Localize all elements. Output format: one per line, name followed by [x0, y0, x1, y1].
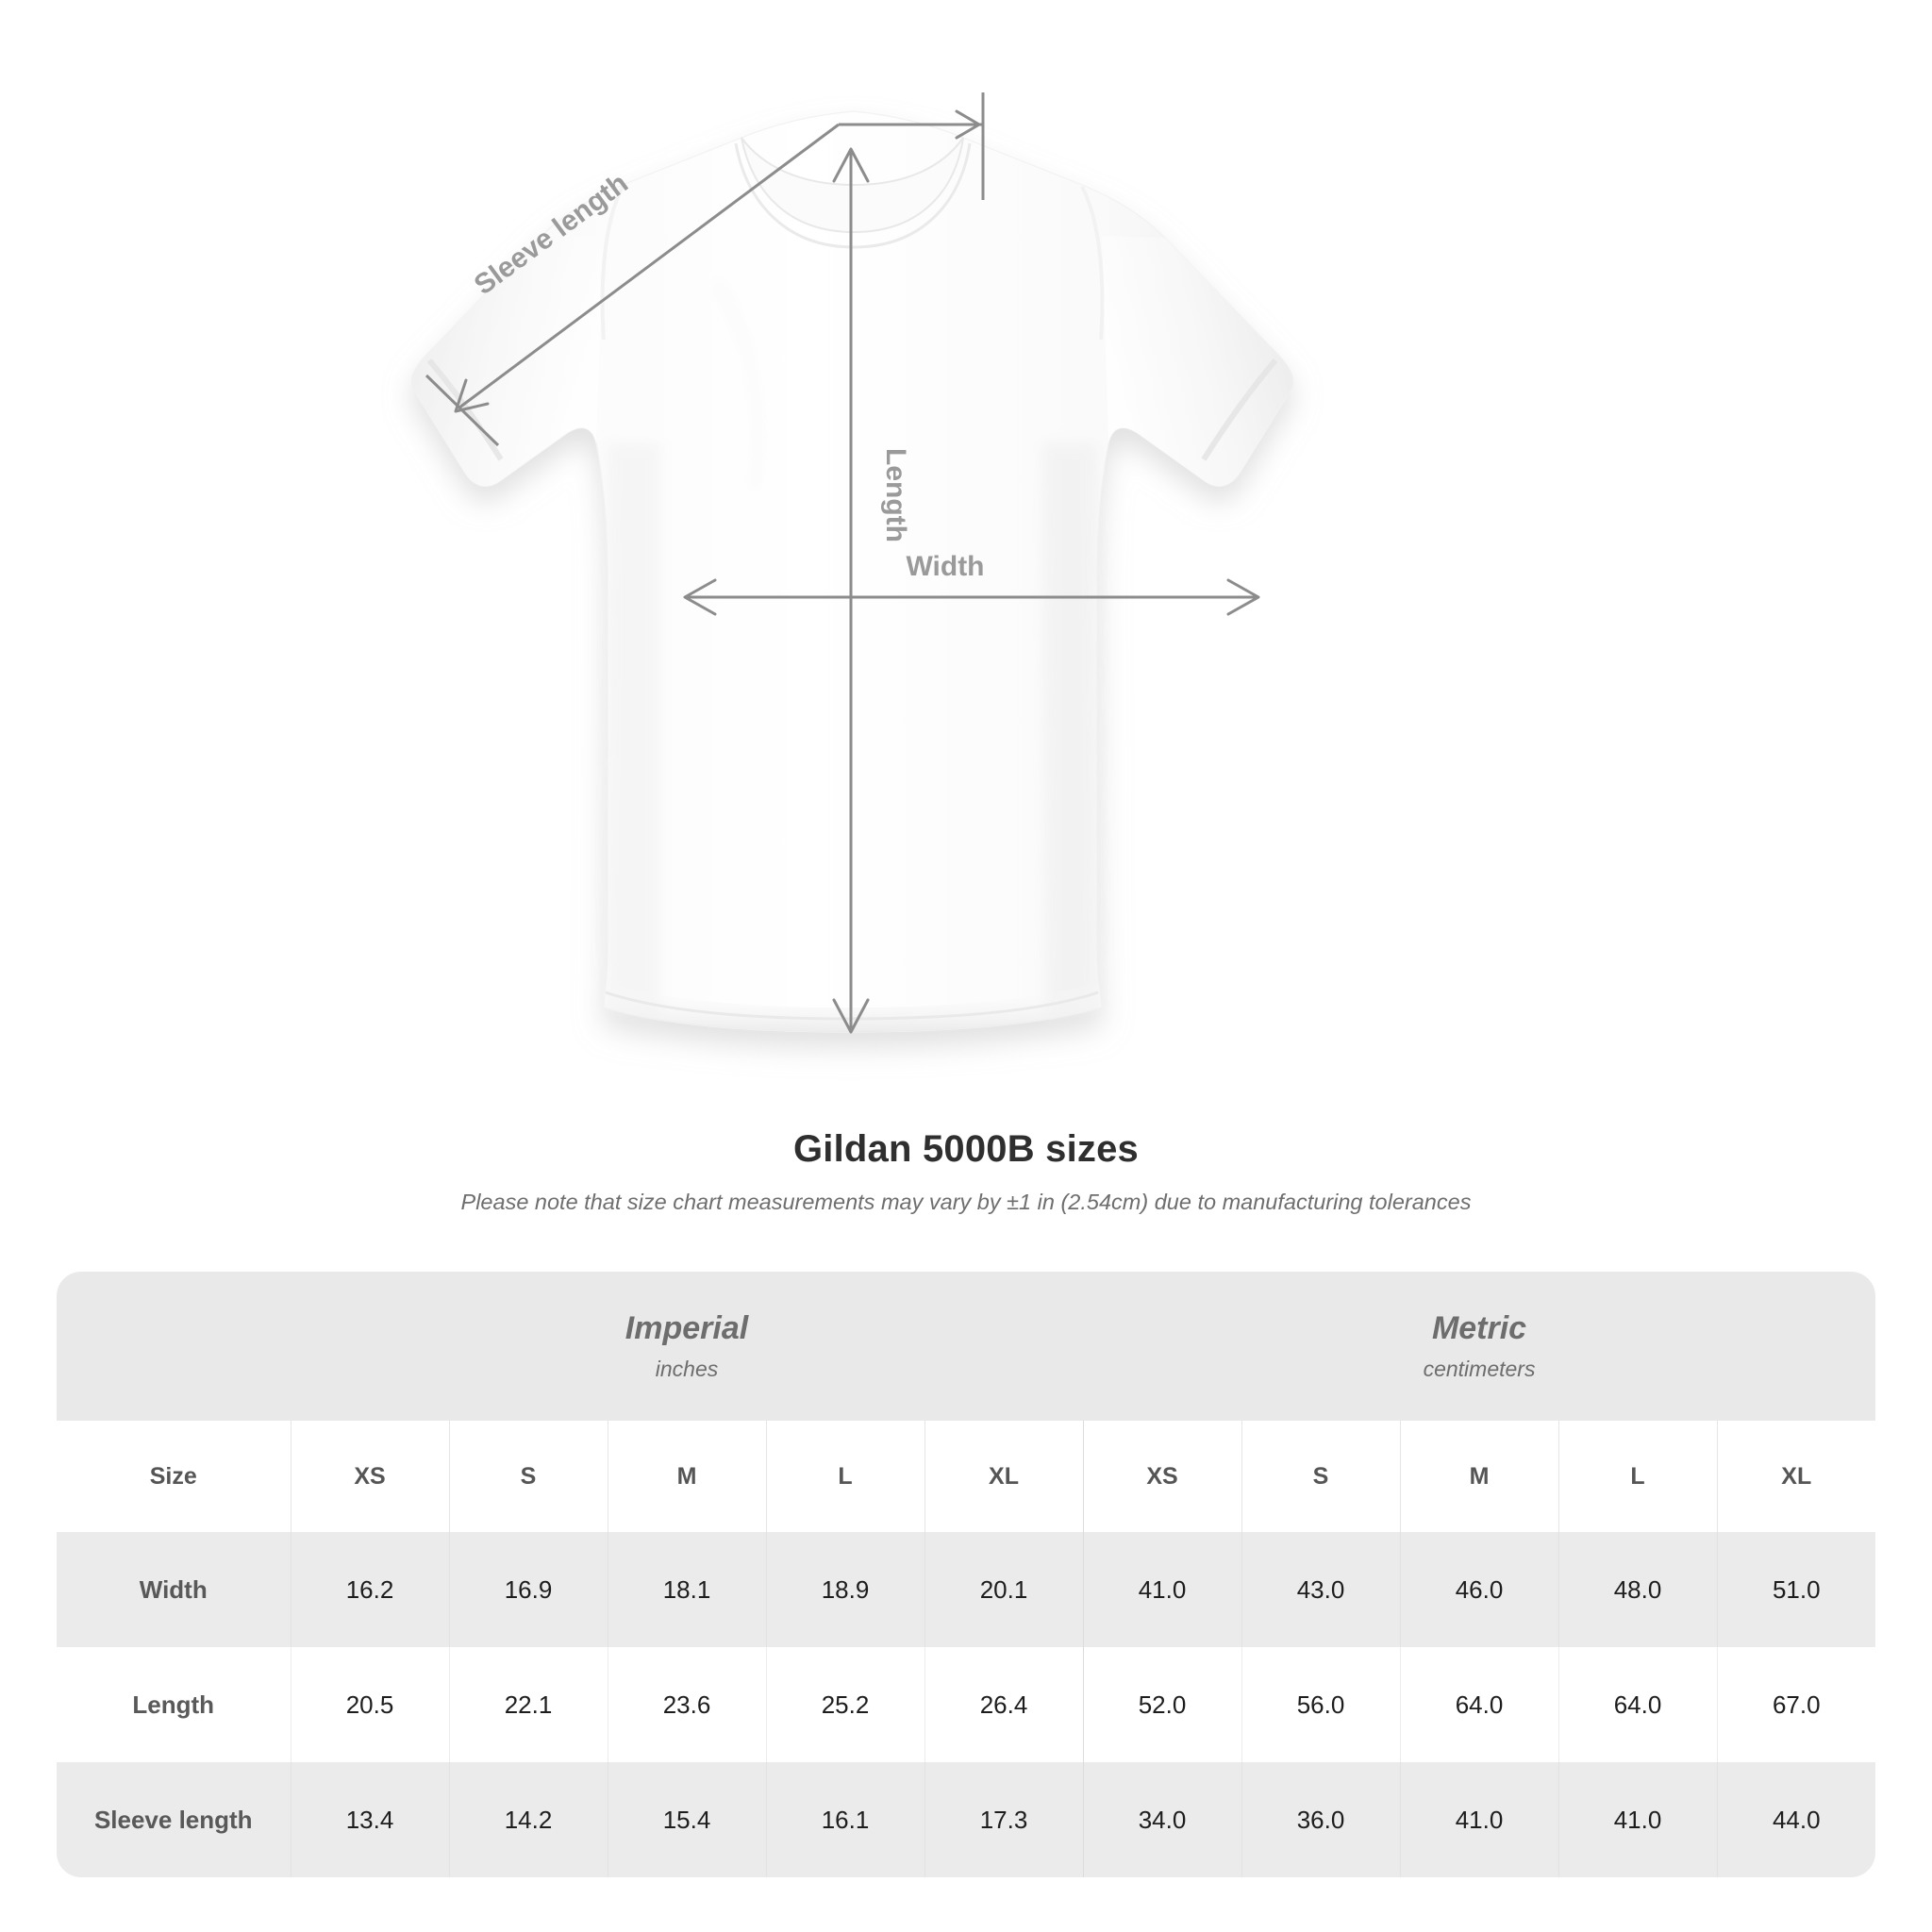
cell-sleeve-metric-s: 36.0 [1241, 1762, 1400, 1877]
header-cell-imperial-m: M [607, 1421, 766, 1532]
cell-length-metric-xs: 52.0 [1082, 1647, 1241, 1762]
page-title: Gildan 5000B sizes [792, 1128, 1139, 1170]
cell-width-imperial-l: 18.9 [765, 1532, 924, 1647]
cell-width-imperial-m: 18.1 [607, 1532, 766, 1647]
header-cell-metric-l: L [1557, 1421, 1717, 1532]
cell-width-metric-m: 46.0 [1399, 1532, 1558, 1647]
right-sleeve-shade [1102, 236, 1293, 487]
row-label-width: Width [57, 1532, 291, 1647]
cell-sleeve-imperial-s: 14.2 [448, 1762, 608, 1877]
cell-length-imperial-s: 22.1 [448, 1647, 608, 1762]
header-cell-metric-xl: XL [1716, 1421, 1875, 1532]
header-cell-metric-xs: XS [1082, 1421, 1241, 1532]
cell-width-imperial-xl: 20.1 [924, 1532, 1083, 1647]
cell-sleeve-metric-l: 41.0 [1557, 1762, 1717, 1877]
size-chart-table: Imperial inches Metric centimeters Size … [57, 1272, 1875, 1877]
cell-length-metric-xl: 67.0 [1716, 1647, 1875, 1762]
cell-length-metric-m: 64.0 [1399, 1647, 1558, 1762]
cell-length-metric-l: 64.0 [1557, 1647, 1717, 1762]
unit-system-imperial: Imperial inches [291, 1272, 1083, 1421]
cell-length-imperial-xl: 26.4 [924, 1647, 1083, 1762]
cell-length-metric-s: 56.0 [1241, 1647, 1400, 1762]
header-cell-size: Size [57, 1421, 291, 1532]
collar-outer-seam [734, 142, 972, 249]
cell-width-imperial-xs: 16.2 [290, 1532, 449, 1647]
measurement-annotations [425, 92, 1260, 1034]
cell-width-metric-xs: 41.0 [1082, 1532, 1241, 1647]
table-header-row: Size XS S M L XL XS S M L XL [57, 1421, 1875, 1532]
header-cell-metric-m: M [1399, 1421, 1558, 1532]
cell-sleeve-metric-m: 41.0 [1399, 1762, 1558, 1877]
chest-fold [714, 281, 761, 491]
cell-sleeve-imperial-l: 16.1 [765, 1762, 924, 1877]
row-label-sleeve-length: Sleeve length [57, 1762, 291, 1877]
cell-sleeve-imperial-m: 15.4 [607, 1762, 766, 1877]
unit-system-metric: Metric centimeters [1083, 1272, 1875, 1421]
right-body-shade [1042, 443, 1100, 1019]
header-cell-imperial-xs: XS [290, 1421, 449, 1532]
tshirt-measurement-diagram: Sleeve length Length Width [410, 92, 1294, 1034]
cell-sleeve-metric-xl: 44.0 [1716, 1762, 1875, 1877]
cell-sleeve-metric-xs: 34.0 [1082, 1762, 1241, 1877]
left-shoulder-seam [600, 186, 625, 341]
left-sleeve-shade [411, 236, 604, 487]
metric-unit: centimeters [1423, 1357, 1536, 1382]
table-row: Sleeve length 13.4 14.2 15.4 16.1 17.3 3… [57, 1762, 1875, 1877]
header-cell-imperial-s: S [448, 1421, 608, 1532]
cell-length-imperial-xs: 20.5 [290, 1647, 449, 1762]
table-row: Length 20.5 22.1 23.6 25.2 26.4 52.0 56.… [57, 1647, 1875, 1762]
unit-spacer-cell [57, 1272, 291, 1421]
width-label: Width [906, 551, 984, 582]
heading-block: Gildan 5000B sizes Please note that size… [0, 1128, 1932, 1215]
hem-band [604, 981, 1102, 1032]
sleeve-length-arrow [425, 92, 985, 447]
unit-system-row: Imperial inches Metric centimeters [57, 1272, 1875, 1421]
page-subtitle: Please note that size chart measurements… [460, 1190, 1472, 1214]
table-row: Width 16.2 16.9 18.1 18.9 20.1 41.0 43.0… [57, 1532, 1875, 1647]
header-cell-imperial-l: L [765, 1421, 924, 1532]
cell-width-metric-xl: 51.0 [1716, 1532, 1875, 1647]
length-label: Length [880, 448, 911, 542]
size-chart-table-wrapper: Imperial inches Metric centimeters Size … [57, 1272, 1875, 1877]
width-arrow [683, 578, 1260, 616]
cell-width-metric-s: 43.0 [1241, 1532, 1400, 1647]
cell-sleeve-imperial-xl: 17.3 [924, 1762, 1083, 1877]
row-label-length: Length [57, 1647, 291, 1762]
header-cell-imperial-xl: XL [924, 1421, 1083, 1532]
left-body-shade [606, 443, 660, 1019]
imperial-label: Imperial [625, 1310, 749, 1347]
right-cuff-seam [1201, 358, 1278, 461]
cell-length-imperial-m: 23.6 [607, 1647, 766, 1762]
hem-seam [605, 991, 1099, 1021]
length-arrow [832, 147, 870, 1034]
header-cell-metric-s: S [1241, 1421, 1400, 1532]
cell-width-metric-l: 48.0 [1557, 1532, 1717, 1647]
right-shoulder-seam [1080, 186, 1105, 341]
cell-width-imperial-s: 16.9 [448, 1532, 608, 1647]
cell-length-imperial-l: 25.2 [765, 1647, 924, 1762]
imperial-unit: inches [655, 1357, 719, 1382]
cell-sleeve-imperial-xs: 13.4 [290, 1762, 449, 1877]
metric-label: Metric [1431, 1310, 1527, 1347]
